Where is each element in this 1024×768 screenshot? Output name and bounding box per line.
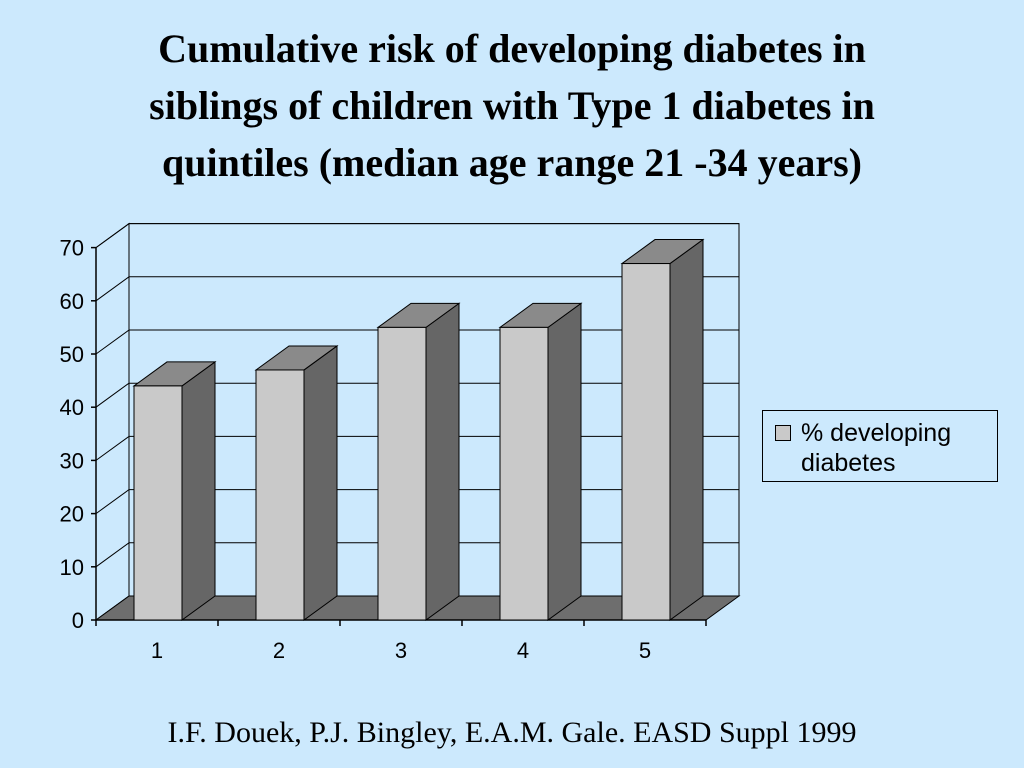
y-tick-label: 10 xyxy=(60,555,84,580)
bar-side xyxy=(669,238,704,621)
gridline-side xyxy=(95,435,130,461)
chart-title-line: quintiles (median age range 21 -34 years… xyxy=(162,140,862,185)
y-tick-label: 50 xyxy=(60,342,84,367)
bar xyxy=(255,369,305,621)
legend-label: % developing diabetes xyxy=(801,419,952,477)
gridline-side xyxy=(95,542,130,568)
x-tick-label: 1 xyxy=(151,638,163,663)
bar xyxy=(133,385,183,621)
x-tick-label: 2 xyxy=(273,638,285,663)
gridline-side xyxy=(95,223,130,249)
bar-side xyxy=(181,360,216,621)
x-tick-label: 3 xyxy=(395,638,407,663)
citation: I.F. Douek, P.J. Bingley, E.A.M. Gale. E… xyxy=(167,716,857,749)
chart-title: Cumulative risk of developing diabetes i… xyxy=(40,20,984,191)
y-tick-label: 0 xyxy=(72,608,84,633)
legend-swatch xyxy=(775,425,791,441)
y-tick-label: 60 xyxy=(60,289,84,314)
y-tick-label: 40 xyxy=(60,395,84,420)
bar-side xyxy=(547,302,582,621)
x-tick-label: 4 xyxy=(517,638,529,663)
gridline-side xyxy=(95,489,130,515)
bar-side xyxy=(425,302,460,621)
bar-side xyxy=(303,344,338,621)
y-tick-label: 30 xyxy=(60,448,84,473)
chart-title-line: Cumulative risk of developing diabetes i… xyxy=(158,26,866,71)
bar xyxy=(499,326,549,621)
x-tick-label: 5 xyxy=(639,638,651,663)
bar xyxy=(621,263,671,621)
side-wall xyxy=(95,222,130,621)
chart-title-line: siblings of children with Type 1 diabete… xyxy=(149,83,875,128)
gridline-side xyxy=(95,276,130,302)
y-tick-label: 70 xyxy=(60,236,84,261)
legend: % developing diabetes xyxy=(762,410,998,482)
y-tick-label: 20 xyxy=(60,502,84,527)
gridline-side xyxy=(95,382,130,408)
gridline-side xyxy=(95,329,130,355)
bar xyxy=(377,326,427,621)
